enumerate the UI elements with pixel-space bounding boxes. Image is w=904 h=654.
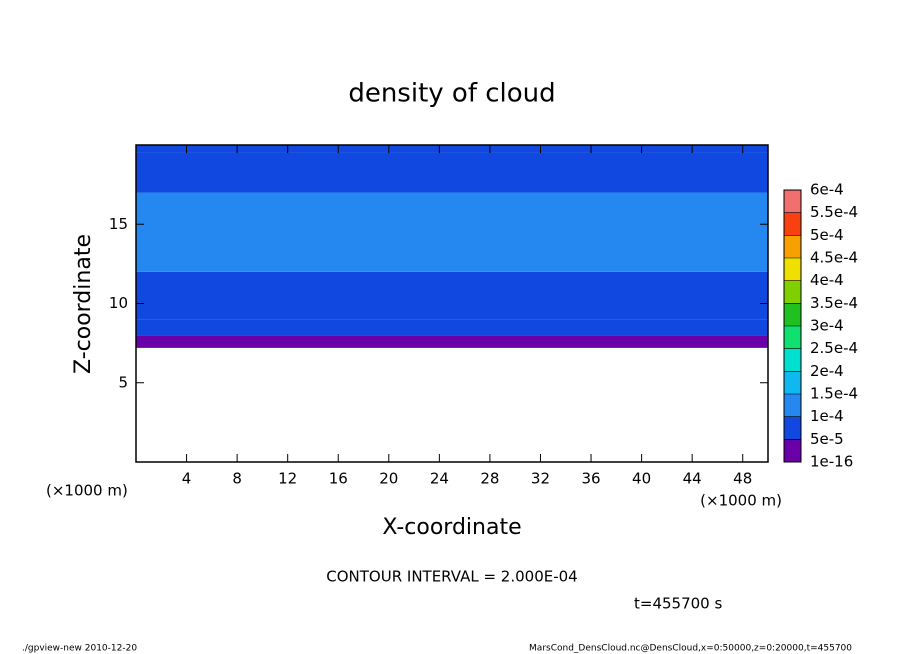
y-axis-label: Z-coordinate [71, 234, 96, 374]
x-tick-label: 48 [733, 470, 752, 488]
colorbar-band [784, 258, 801, 281]
colorbar-band [784, 190, 801, 213]
x-tick-label: 28 [480, 470, 499, 488]
colorbar-band [784, 212, 801, 236]
time-label: t=455700 s [634, 595, 722, 613]
footer-left: ./gpview-new 2010-12-20 [22, 644, 137, 654]
x-tick-label: 16 [329, 470, 348, 488]
y-tick-label: 5 [118, 373, 128, 391]
x-axis-label: X-coordinate [382, 515, 521, 540]
x-unit-left: (×1000 m) [46, 482, 128, 500]
colorbar-band [784, 280, 801, 304]
colorbar-label: 1e-16 [810, 453, 853, 471]
x-tick-label: 32 [531, 470, 550, 488]
contour-band [136, 335, 768, 348]
x-tick-label: 36 [581, 470, 600, 488]
x-tick-label: 24 [430, 470, 449, 488]
contour-band [136, 152, 768, 193]
footer-right: MarsCond_DensCloud.nc@DensCloud,x=0:5000… [529, 644, 852, 654]
colorbar-label: 2.5e-4 [810, 339, 858, 357]
x-tick-label: 12 [278, 470, 297, 488]
x-tick-label: 4 [182, 470, 192, 488]
y-tick-label: 15 [109, 215, 128, 233]
contour-band [136, 145, 768, 153]
colorbar-label: 3e-4 [810, 317, 844, 335]
contour-band [136, 319, 768, 336]
colorbar-band [784, 416, 801, 440]
contour-band [136, 192, 768, 272]
chart-title: density of cloud [348, 79, 555, 109]
contour-interval: CONTOUR INTERVAL = 2.000E-04 [326, 568, 577, 586]
x-tick-label: 20 [379, 470, 398, 488]
y-tick-label: 10 [109, 294, 128, 312]
colorbar-label: 5.5e-4 [810, 203, 858, 221]
colorbar-label: 6e-4 [810, 181, 844, 199]
contour-band [136, 271, 768, 320]
x-tick-label: 44 [683, 470, 702, 488]
x-unit-right: (×1000 m) [700, 492, 782, 510]
colorbar-label: 1e-4 [810, 407, 844, 425]
colorbar-band [784, 348, 801, 372]
colorbar-band [784, 371, 801, 394]
colorbar-label: 5e-5 [810, 430, 844, 448]
colorbar-label: 3.5e-4 [810, 294, 858, 312]
colorbar-band [784, 235, 801, 258]
colorbar-label: 1.5e-4 [810, 385, 858, 403]
colorbar-label: 5e-4 [810, 226, 844, 244]
colorbar-band [784, 303, 801, 326]
colorbar-label: 4e-4 [810, 271, 844, 289]
colorbar-label: 4.5e-4 [810, 249, 858, 267]
colorbar-label: 2e-4 [810, 362, 844, 380]
colorbar-band [784, 326, 801, 349]
x-tick-label: 40 [632, 470, 651, 488]
colorbar-band [784, 394, 801, 417]
x-tick-label: 8 [232, 470, 242, 488]
colorbar-band [784, 439, 801, 462]
